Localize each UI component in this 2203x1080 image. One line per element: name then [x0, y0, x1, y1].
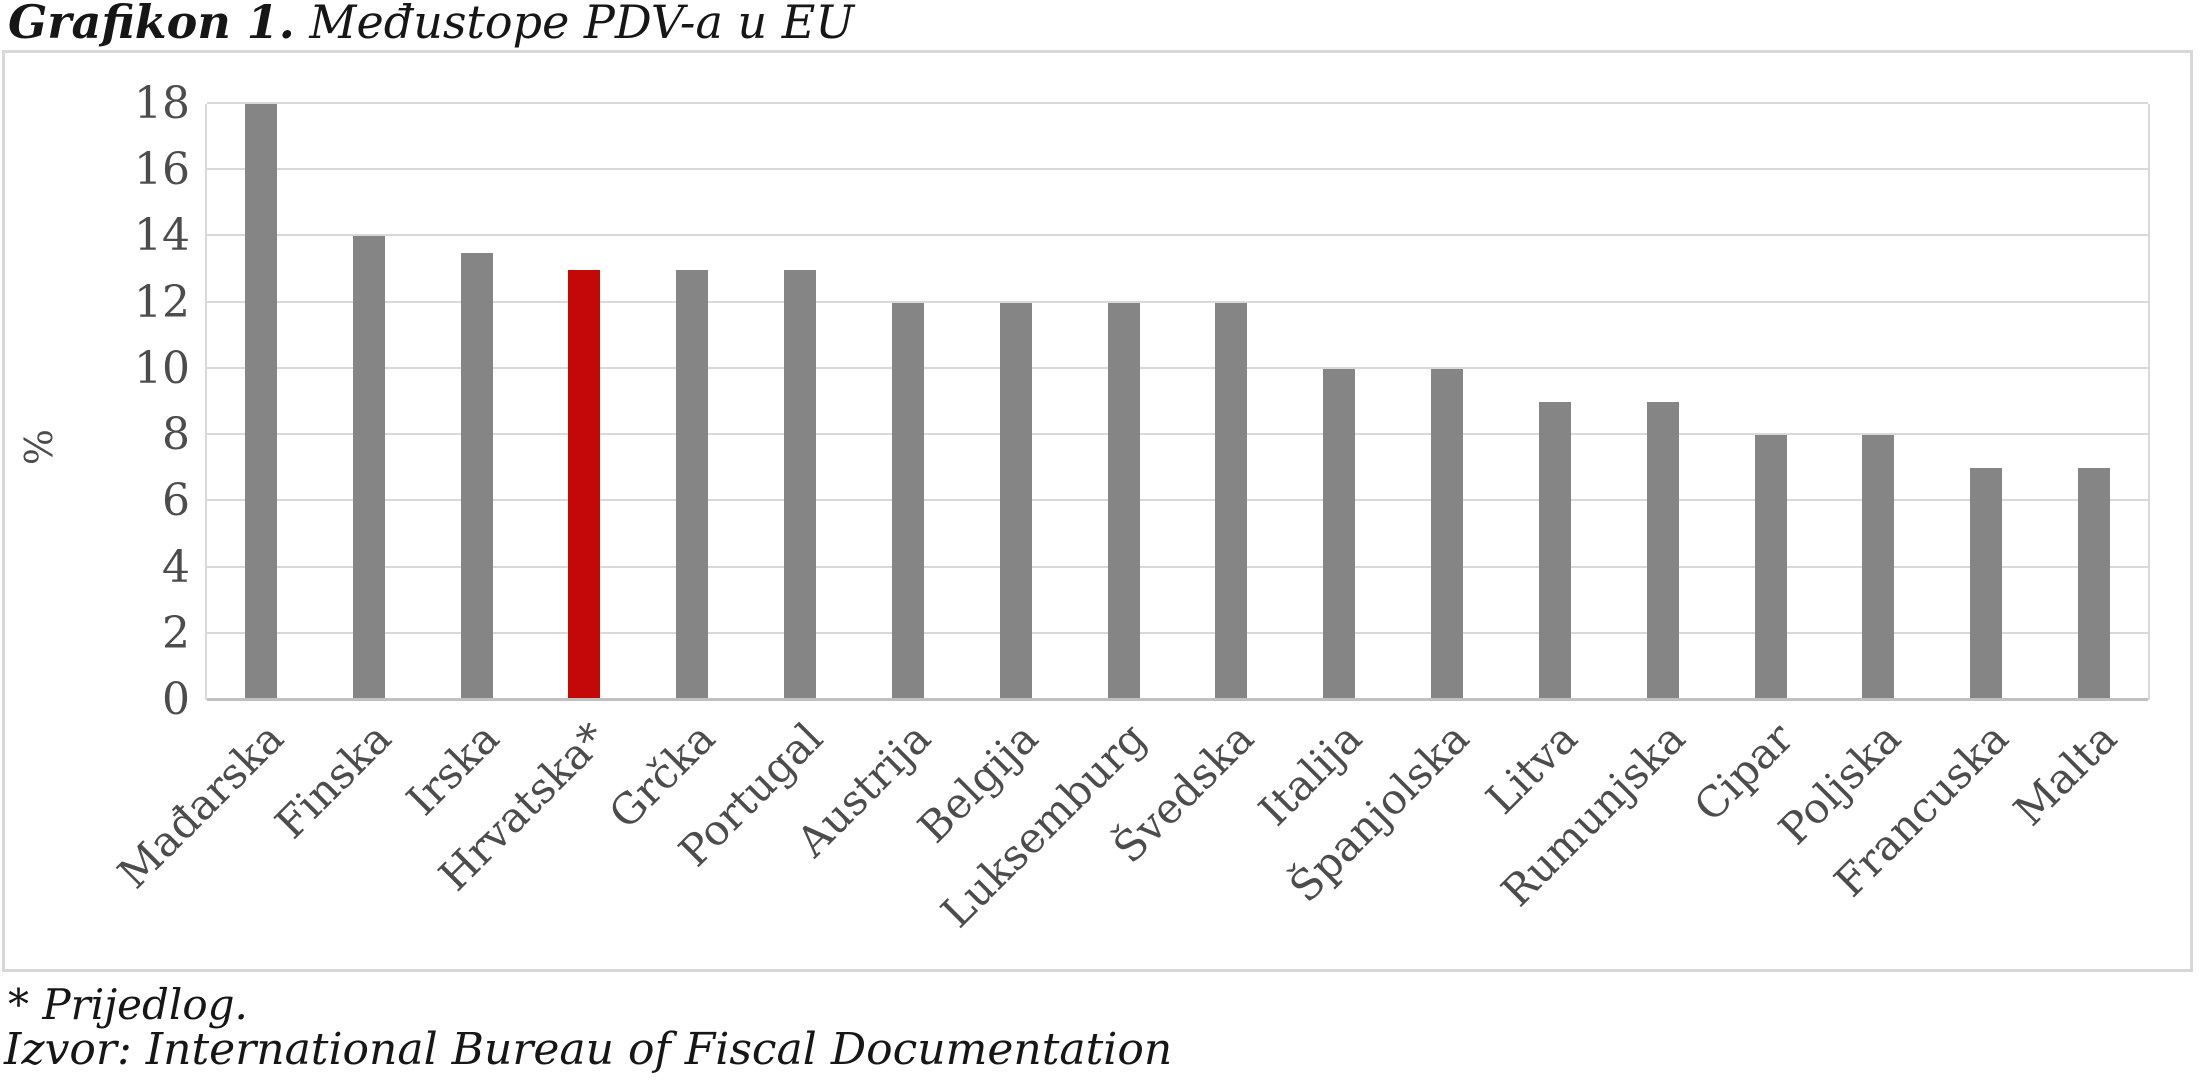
chart-title-number: Grafikon 1. — [8, 0, 295, 49]
gridline-18 — [207, 102, 2148, 104]
bar-slot-Malta: Malta — [2004, 104, 2148, 835]
bar-slot-Luksemburg: Luksemburg — [932, 104, 1178, 937]
bar-slot-Hrvatska*: Hrvatska* — [429, 104, 638, 900]
y-tick-label-14: 14 — [134, 210, 190, 262]
y-tick-label-16: 16 — [134, 144, 190, 196]
y-tick-label-12: 12 — [134, 276, 190, 328]
gridline-14 — [207, 234, 2148, 237]
y-tick-label-0: 0 — [162, 674, 190, 725]
y-tick-label-2: 2 — [162, 607, 190, 659]
bar-slot-Španjolska: Španjolska — [1280, 104, 1501, 912]
bar-Malta — [2077, 468, 2110, 700]
bar-Francuska — [1970, 468, 2003, 700]
gridline-12 — [207, 300, 2148, 303]
bar-Grčka — [676, 269, 709, 700]
gridline-16 — [207, 168, 2148, 171]
gridline-2 — [207, 631, 2148, 634]
bar-Irska — [460, 253, 493, 700]
gridline-10 — [207, 366, 2148, 369]
bar-slot-Švedska: Švedska — [1104, 104, 1285, 872]
chart-title-text: Međustope PDV-a u EU — [294, 0, 855, 49]
bar-Rumunjska — [1646, 402, 1679, 700]
bar-Španjolska — [1431, 368, 1464, 700]
bar-series: Mađarska Finska Irska Hrvatska* Grčka Portuga… — [108, 104, 2148, 937]
gridline-6 — [207, 499, 2148, 502]
bar-Portugal — [784, 269, 817, 700]
bar-Italija — [1323, 368, 1356, 700]
bar-slot-Belgija: Belgija — [909, 104, 1070, 852]
y-axis-unit-label: % — [17, 428, 61, 466]
bar-slot-Mađarska: Mađarska — [108, 104, 315, 898]
y-axis-tick-labels: 0 2 4 6 8 10 12 14 16 18 — [60, 82, 190, 722]
bar-slot-Cipar: Cipar — [1685, 104, 1825, 831]
bar-Belgija — [999, 302, 1032, 700]
bar-slot-Austrija: Austrija — [787, 104, 962, 866]
bar-slot-Grčka: Grčka — [599, 104, 746, 838]
bar-Litva — [1538, 402, 1571, 700]
bar-slot-Italija: Italija — [1249, 104, 1393, 835]
bar-highlighted-Hrvatska* — [568, 269, 601, 700]
bar-slot-Rumunjska: Rumunjska — [1492, 104, 1717, 916]
bar-Poljska — [1862, 435, 1895, 700]
bar-slot-Portugal: Portugal — [669, 104, 854, 876]
bar-Mađarska — [244, 104, 277, 700]
footnote-source: Izvor: International Bureau of Fiscal Do… — [4, 1024, 1173, 1075]
bar-slot-Irska: Irska — [397, 104, 531, 825]
y-tick-label-4: 4 — [162, 541, 190, 593]
bar-Austrija — [891, 302, 924, 700]
y-tick-label-10: 10 — [134, 342, 190, 394]
gridline-4 — [207, 565, 2148, 568]
bar-Cipar — [1754, 435, 1787, 700]
bar-Finska — [352, 236, 385, 700]
bar-slot-Francuska: Francuska — [1825, 104, 2040, 906]
y-tick-label-18: 18 — [134, 78, 190, 129]
bar-Švedska — [1215, 302, 1248, 700]
plot-area: Mađarska Finska Irska Hrvatska* Grčka Portuga… — [108, 102, 2150, 937]
y-tick-label-6: 6 — [162, 475, 190, 527]
bar-Luksemburg — [1107, 302, 1140, 700]
gridline-8 — [207, 433, 2148, 436]
bar-slot-Poljska: Poljska — [1769, 104, 1932, 854]
chart-title: Grafikon 1. Međustope PDV-a u EU — [8, 0, 854, 48]
footnote-asterisk: * Prijedlog. — [8, 980, 248, 1029]
x-axis-line — [207, 698, 2148, 701]
y-tick-label-8: 8 — [162, 409, 190, 461]
bar-slot-Finska: Finska — [266, 104, 423, 848]
bar-slot-Litva: Litva — [1476, 104, 1609, 823]
